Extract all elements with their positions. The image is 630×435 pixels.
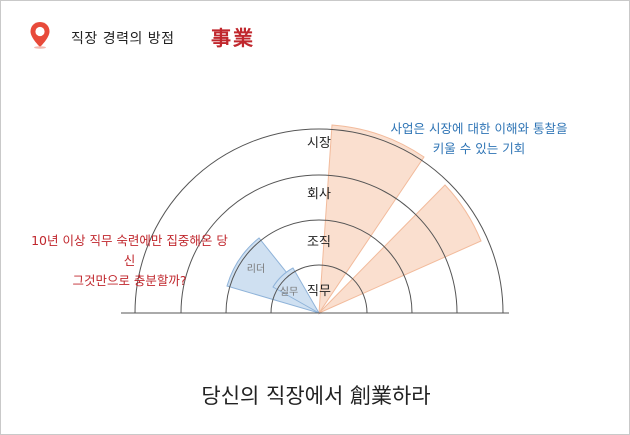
- header-title: 직장 경력의 방점: [71, 31, 175, 47]
- ring-market: [134, 128, 504, 314]
- market-insight-wedge-upper: [318, 124, 425, 315]
- ring-label-job: 직무: [307, 284, 331, 299]
- ring-label-market: 시장: [307, 136, 331, 151]
- segment-label-leader: 리더: [247, 263, 265, 275]
- ring-company: [180, 174, 458, 314]
- ring-label-company: 회사: [307, 187, 331, 202]
- left-callout-line1: 10년 이상 직무 숙련에만 집중해온 당신: [31, 233, 228, 268]
- market-insight-wedge-lower: [318, 184, 482, 314]
- header-hanja: 事業: [211, 26, 255, 50]
- ring-organization: [225, 219, 413, 314]
- left-callout: 10년 이상 직무 숙련에만 집중해온 당신 그것만으로 충분할까?: [27, 231, 232, 291]
- bottom-title: 당신의 직장에서 創業하라: [201, 384, 431, 408]
- ring-job: [270, 264, 368, 314]
- segment-label-practice: 실무: [280, 286, 298, 298]
- right-callout-line1: 사업은 시장에 대한 이해와 통찰을: [390, 121, 568, 136]
- ring-label-organization: 조직: [307, 235, 331, 250]
- location-pin-icon: [30, 22, 50, 49]
- left-callout-line2: 그것만으로 충분할까?: [72, 273, 187, 288]
- right-callout: 사업은 시장에 대한 이해와 통찰을 키울 수 있는 기회: [379, 119, 579, 159]
- right-callout-line2: 키울 수 있는 기회: [432, 141, 526, 156]
